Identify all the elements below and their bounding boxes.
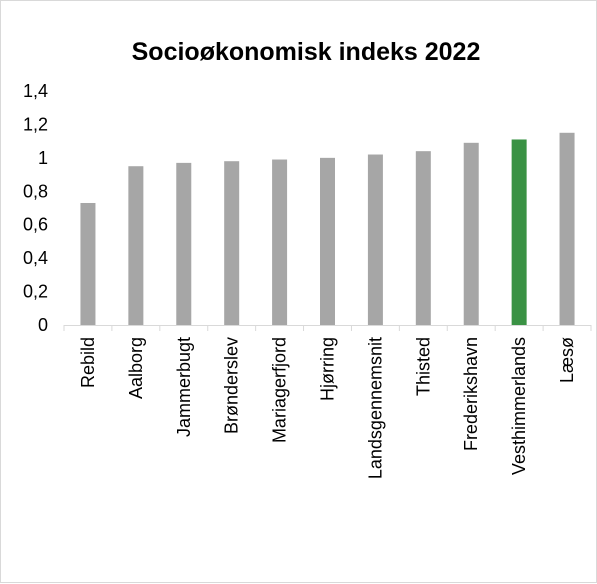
- y-axis-ticks: 0 0,2 0,4 0,6 0,8 1 1,2 1,4: [23, 81, 48, 335]
- category-labels: Rebild Aalborg Jammerbugt Brønderslev Mariag…: [78, 337, 577, 479]
- category-label: Rebild: [78, 337, 98, 388]
- bar: [224, 161, 240, 325]
- category-label: Brønderslev: [222, 337, 242, 434]
- bars: [80, 132, 575, 325]
- category-label: Vesthimmerlands: [509, 337, 529, 475]
- chart-title: Socioøkonomisk indeks 2022: [132, 38, 481, 66]
- category-label: Mariagerfjord: [270, 337, 290, 443]
- y-tick-label: 0,2: [23, 282, 48, 302]
- category-label: Læsø: [557, 337, 577, 383]
- y-tick-label: 0,8: [23, 181, 48, 201]
- bar: [176, 162, 192, 325]
- bar: [128, 166, 144, 325]
- y-tick-label: 0: [38, 315, 48, 335]
- category-label: Landsgennemsnit: [365, 337, 385, 479]
- y-tick-label: 0,6: [23, 215, 48, 235]
- bar: [367, 154, 383, 325]
- category-label: Hjørring: [318, 337, 338, 401]
- category-label: Aalborg: [126, 337, 146, 399]
- y-tick-label: 1: [38, 148, 48, 168]
- bar: [80, 202, 96, 325]
- bar: [511, 139, 527, 325]
- bar: [272, 159, 288, 325]
- bar: [559, 132, 575, 325]
- y-tick-label: 0,4: [23, 248, 48, 268]
- y-tick-label: 1,4: [23, 81, 48, 101]
- category-label: Jammerbugt: [174, 337, 194, 437]
- category-label: Frederikshavn: [461, 337, 481, 451]
- bar: [320, 157, 335, 325]
- bar: [415, 151, 431, 325]
- category-label: Thisted: [413, 337, 433, 396]
- bar: [463, 142, 479, 325]
- x-axis-ticks: [63, 325, 592, 331]
- y-tick-label: 1,2: [23, 114, 48, 134]
